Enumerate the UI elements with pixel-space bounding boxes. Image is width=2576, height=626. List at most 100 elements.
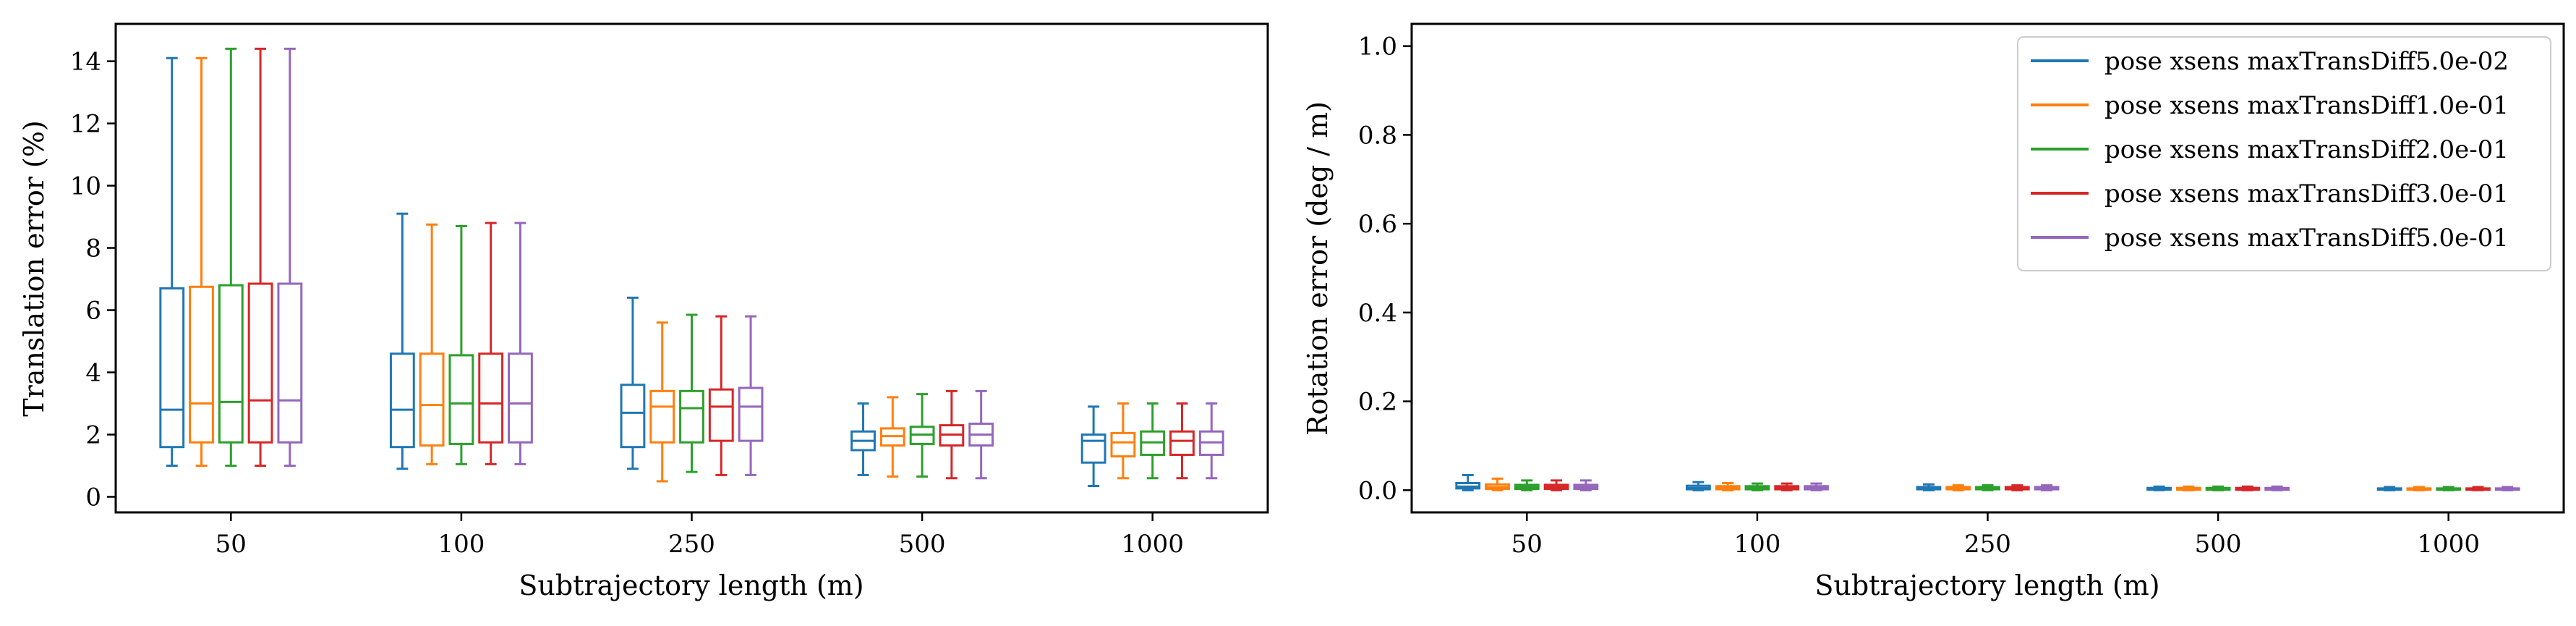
box-iqr [389, 352, 415, 449]
box-iqr [478, 352, 504, 444]
x-tick-label: 1000 [2417, 530, 2480, 559]
y-axis-ticks-translation: 0 2 4 6 8 10 12 14 [70, 48, 116, 512]
legend-label: pose xsens maxTransDiff3.0e-01 [2104, 179, 2509, 208]
box-rotation-series4-50 [1543, 479, 1569, 491]
boxes-translation [159, 47, 1224, 487]
box-rotation-series5-250 [2034, 484, 2060, 491]
box-iqr [1080, 433, 1106, 464]
box-translation-series3-50 [218, 47, 244, 468]
box-rotation-series1-1000 [2376, 486, 2402, 491]
box-translation-series1-50 [159, 56, 185, 468]
box-iqr [277, 282, 303, 444]
box-iqr [419, 352, 445, 447]
box-translation-series1-500 [850, 402, 876, 476]
box-translation-series4-1000 [1169, 402, 1195, 480]
legend-label: pose xsens maxTransDiff2.0e-01 [2104, 135, 2509, 164]
y-tick-label: 0.2 [1358, 388, 1397, 417]
y-tick-label: 6 [85, 297, 101, 326]
box-rotation-series2-50 [1485, 477, 1510, 491]
y-axis-label-translation: Translation error (%) [18, 120, 50, 417]
box-rotation-series2-250 [1945, 484, 1971, 491]
box-translation-series5-500 [968, 389, 994, 480]
box-translation-series1-100 [389, 212, 415, 470]
x-tick-label: 50 [1511, 530, 1543, 559]
box-translation-series1-1000 [1080, 405, 1106, 487]
box-translation-series4-50 [247, 47, 273, 468]
legend-label: pose xsens maxTransDiff1.0e-01 [2104, 91, 2509, 120]
x-axis-ticks-translation: 50 100 250 500 1000 [216, 512, 1184, 559]
box-iqr [1110, 431, 1136, 458]
box-rotation-series3-100 [1744, 482, 1770, 491]
x-tick-label: 500 [2195, 530, 2242, 559]
box-rotation-series5-50 [1573, 479, 1599, 491]
legend-items: pose xsens maxTransDiff5.0e-02 pose xsens… [2031, 47, 2509, 253]
box-translation-series2-100 [419, 223, 445, 465]
box-translation-series4-500 [939, 389, 965, 480]
box-iqr [679, 389, 704, 444]
box-rotation-series3-500 [2205, 485, 2231, 491]
box-translation-series3-1000 [1140, 402, 1166, 480]
box-translation-series3-250 [679, 313, 704, 473]
box-translation-series5-100 [508, 221, 533, 465]
x-tick-label: 250 [1964, 530, 2011, 559]
x-tick-label: 250 [668, 530, 715, 559]
box-iqr [508, 352, 533, 444]
box-iqr [218, 284, 244, 444]
box-iqr [649, 389, 675, 444]
y-tick-label: 0 [85, 483, 101, 512]
y-tick-label: 14 [70, 48, 101, 77]
y-tick-label: 0.8 [1358, 121, 1397, 150]
box-rotation-series5-100 [1804, 482, 1829, 491]
x-axis-label-translation: Subtrajectory length (m) [519, 570, 863, 601]
box-rotation-series1-500 [2146, 485, 2172, 491]
box-translation-series4-250 [708, 315, 734, 476]
box-rotation-series4-500 [2235, 485, 2261, 491]
box-rotation-series4-100 [1774, 482, 1800, 491]
legend-label: pose xsens maxTransDiff5.0e-02 [2104, 47, 2509, 76]
box-translation-series2-500 [879, 396, 905, 478]
legend-label: pose xsens maxTransDiff5.0e-01 [2104, 224, 2509, 253]
y-axis-ticks-rotation: 0.0 0.2 0.4 0.6 0.8 1.0 [1358, 33, 1412, 505]
y-tick-label: 1.0 [1358, 33, 1397, 62]
y-tick-label: 2 [85, 421, 101, 450]
box-iqr [620, 384, 646, 449]
box-rotation-series3-50 [1514, 479, 1540, 491]
box-translation-series2-1000 [1110, 402, 1136, 480]
box-rotation-series1-250 [1916, 483, 1942, 491]
box-translation-series3-100 [448, 224, 474, 465]
y-tick-label: 0.6 [1358, 210, 1397, 239]
box-iqr [159, 287, 185, 449]
box-translation-series5-250 [738, 315, 764, 476]
box-iqr [448, 354, 474, 445]
y-tick-label: 4 [85, 359, 101, 388]
translation-error-chart: 0 2 4 6 8 10 12 14 50 100 250 500 1000 Subtrajector… [18, 22, 1269, 601]
box-rotation-series4-250 [2004, 484, 2030, 491]
box-rotation-series2-500 [2175, 485, 2201, 491]
y-tick-label: 12 [70, 110, 101, 139]
box-rotation-series5-500 [2264, 485, 2290, 491]
y-tick-label: 10 [70, 172, 101, 201]
plot-frame-left [114, 22, 1269, 514]
box-rotation-series3-1000 [2436, 486, 2462, 491]
box-translation-series5-50 [277, 47, 303, 468]
box-translation-series4-100 [478, 221, 504, 465]
box-iqr [247, 282, 273, 444]
x-axis-ticks-rotation: 50 100 250 500 1000 [1511, 512, 2480, 559]
box-iqr [189, 285, 214, 444]
box-rotation-series4-1000 [2465, 486, 2491, 491]
y-tick-label: 8 [85, 234, 101, 263]
box-translation-series2-250 [649, 321, 675, 483]
legend: pose xsens maxTransDiff5.0e-02 pose xsens… [2017, 36, 2551, 271]
box-iqr [738, 386, 764, 442]
box-translation-series1-250 [620, 296, 646, 470]
boxes-rotation [1455, 473, 2520, 491]
box-iqr [1169, 430, 1195, 456]
box-rotation-series1-50 [1455, 473, 1481, 491]
x-tick-label: 50 [216, 530, 247, 559]
box-rotation-series2-100 [1715, 482, 1741, 491]
x-axis-label-rotation: Subtrajectory length (m) [1814, 570, 2159, 601]
y-tick-label: 0.0 [1358, 476, 1397, 505]
box-translation-series3-500 [909, 393, 935, 478]
